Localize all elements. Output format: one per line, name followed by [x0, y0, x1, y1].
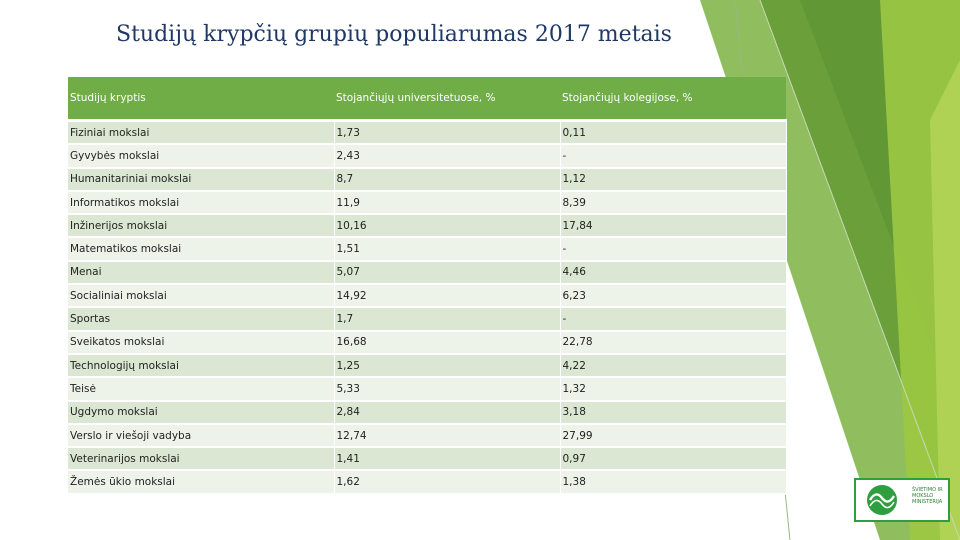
table-row: Gyvybės mokslai 2,43-	[68, 144, 787, 169]
cell-field: Gyvybės mokslai	[68, 144, 335, 169]
cell-field: Fiziniai mokslai	[68, 120, 335, 146]
cell-university-pct: 5,33	[334, 377, 561, 402]
table-row: Fiziniai mokslai 1,73 0,11	[68, 120, 787, 146]
cell-field: Sportas	[68, 307, 335, 332]
ministry-logo: ŠVIETIMO IR MOKSLO MINISTERIJA	[854, 478, 950, 522]
table-header-row: Studijų kryptis Stojančiųjų universitetu…	[68, 77, 786, 122]
cell-college-pct: 22,78	[560, 330, 787, 355]
cell-university-pct: 2,84	[334, 400, 561, 425]
ministry-logo-text: ŠVIETIMO IR MOKSLO MINISTERIJA	[912, 487, 943, 505]
cell-college-pct: 4,46	[560, 260, 787, 286]
cell-field: Socialiniai mokslai	[68, 284, 335, 309]
table-row: Sportas 1,7-	[68, 307, 787, 332]
cell-university-pct: 16,68	[334, 330, 561, 355]
cell-college-pct: 8,39	[560, 190, 787, 216]
cell-college-pct: 6,23	[560, 284, 787, 309]
data-table: Studijų kryptis Stojančiųjų universitetu…	[68, 77, 787, 495]
cell-university-pct: 1,41	[334, 447, 561, 472]
cell-field: Verslo ir viešoji vadyba	[68, 423, 335, 449]
cell-university-pct: 2,43	[334, 144, 561, 169]
cell-field: Technologijų mokslai	[68, 353, 335, 379]
cell-field: Žemės ūkio mokslai	[68, 470, 335, 495]
column-header-university: Stojančiųjų universitetuose, %	[334, 77, 560, 122]
cell-university-pct: 10,16	[334, 214, 561, 239]
table-row: Technologijų mokslai 1,25 4,22	[68, 353, 787, 379]
cell-university-pct: 1,25	[334, 353, 561, 379]
table-row: Ugdymo mokslai 2,84 3,18	[68, 400, 787, 425]
table-header: Studijų kryptis Stojančiųjų universitetu…	[68, 77, 786, 122]
cell-field: Veterinarijos mokslai	[68, 447, 335, 472]
cell-college-pct: -	[560, 307, 787, 332]
ministry-logo-icon	[867, 485, 897, 515]
table-row: Socialiniai mokslai 14,92 6,23	[68, 284, 787, 309]
cell-college-pct: 1,12	[560, 167, 787, 192]
cell-college-pct: 0,97	[560, 447, 787, 472]
cell-field: Menai	[68, 260, 335, 286]
cell-university-pct: 5,07	[334, 260, 561, 286]
cell-field: Teisė	[68, 377, 335, 402]
cell-university-pct: 8,7	[334, 167, 561, 192]
cell-field: Inžinerijos mokslai	[68, 214, 335, 239]
cell-college-pct: -	[560, 144, 787, 169]
cell-university-pct: 1,62	[334, 470, 561, 495]
cell-field: Humanitariniai mokslai	[68, 167, 335, 192]
cell-college-pct: 17,84	[560, 214, 787, 239]
cell-field: Matematikos mokslai	[68, 237, 335, 262]
cell-field: Ugdymo mokslai	[68, 400, 335, 425]
table-row: Sveikatos mokslai 16,68 22,78	[68, 330, 787, 355]
table-row: Veterinarijos mokslai 1,41 0,97	[68, 447, 787, 472]
table-row: Žemės ūkio mokslai 1,62 1,38	[68, 470, 787, 495]
cell-university-pct: 11,9	[334, 190, 561, 216]
cell-college-pct: 1,38	[560, 470, 787, 495]
column-header-college: Stojančiųjų kolegijose, %	[560, 77, 786, 122]
table-row: Menai 5,07 4,46	[68, 260, 787, 286]
table-row: Informatikos mokslai 11,9 8,39	[68, 190, 787, 216]
table-row: Verslo ir viešoji vadyba 12,74 27,99	[68, 423, 787, 449]
table-row: Inžinerijos mokslai 10,16 17,84	[68, 214, 787, 239]
cell-college-pct: -	[560, 237, 787, 262]
cell-university-pct: 1,73	[334, 120, 561, 146]
table-row: Matematikos mokslai 1,51-	[68, 237, 787, 262]
cell-university-pct: 1,51	[334, 237, 561, 262]
cell-college-pct: 1,32	[560, 377, 787, 402]
cell-university-pct: 14,92	[334, 284, 561, 309]
table-body: Fiziniai mokslai 1,73 0,11 Gyvybės mokslai 2…	[68, 120, 787, 495]
cell-university-pct: 1,7	[334, 307, 561, 332]
page-title: Studijų krypčių grupių populiarumas 2017…	[116, 22, 672, 47]
cell-field: Informatikos mokslai	[68, 190, 335, 216]
cell-college-pct: 3,18	[560, 400, 787, 425]
cell-college-pct: 4,22	[560, 353, 787, 379]
cell-field: Sveikatos mokslai	[68, 330, 335, 355]
column-header-field: Studijų kryptis	[68, 77, 334, 122]
cell-college-pct: 27,99	[560, 423, 787, 449]
cell-college-pct: 0,11	[560, 120, 787, 146]
cell-university-pct: 12,74	[334, 423, 561, 449]
table-row: Teisė 5,33 1,32	[68, 377, 787, 402]
table-row: Humanitariniai mokslai 8,7 1,12	[68, 167, 787, 192]
